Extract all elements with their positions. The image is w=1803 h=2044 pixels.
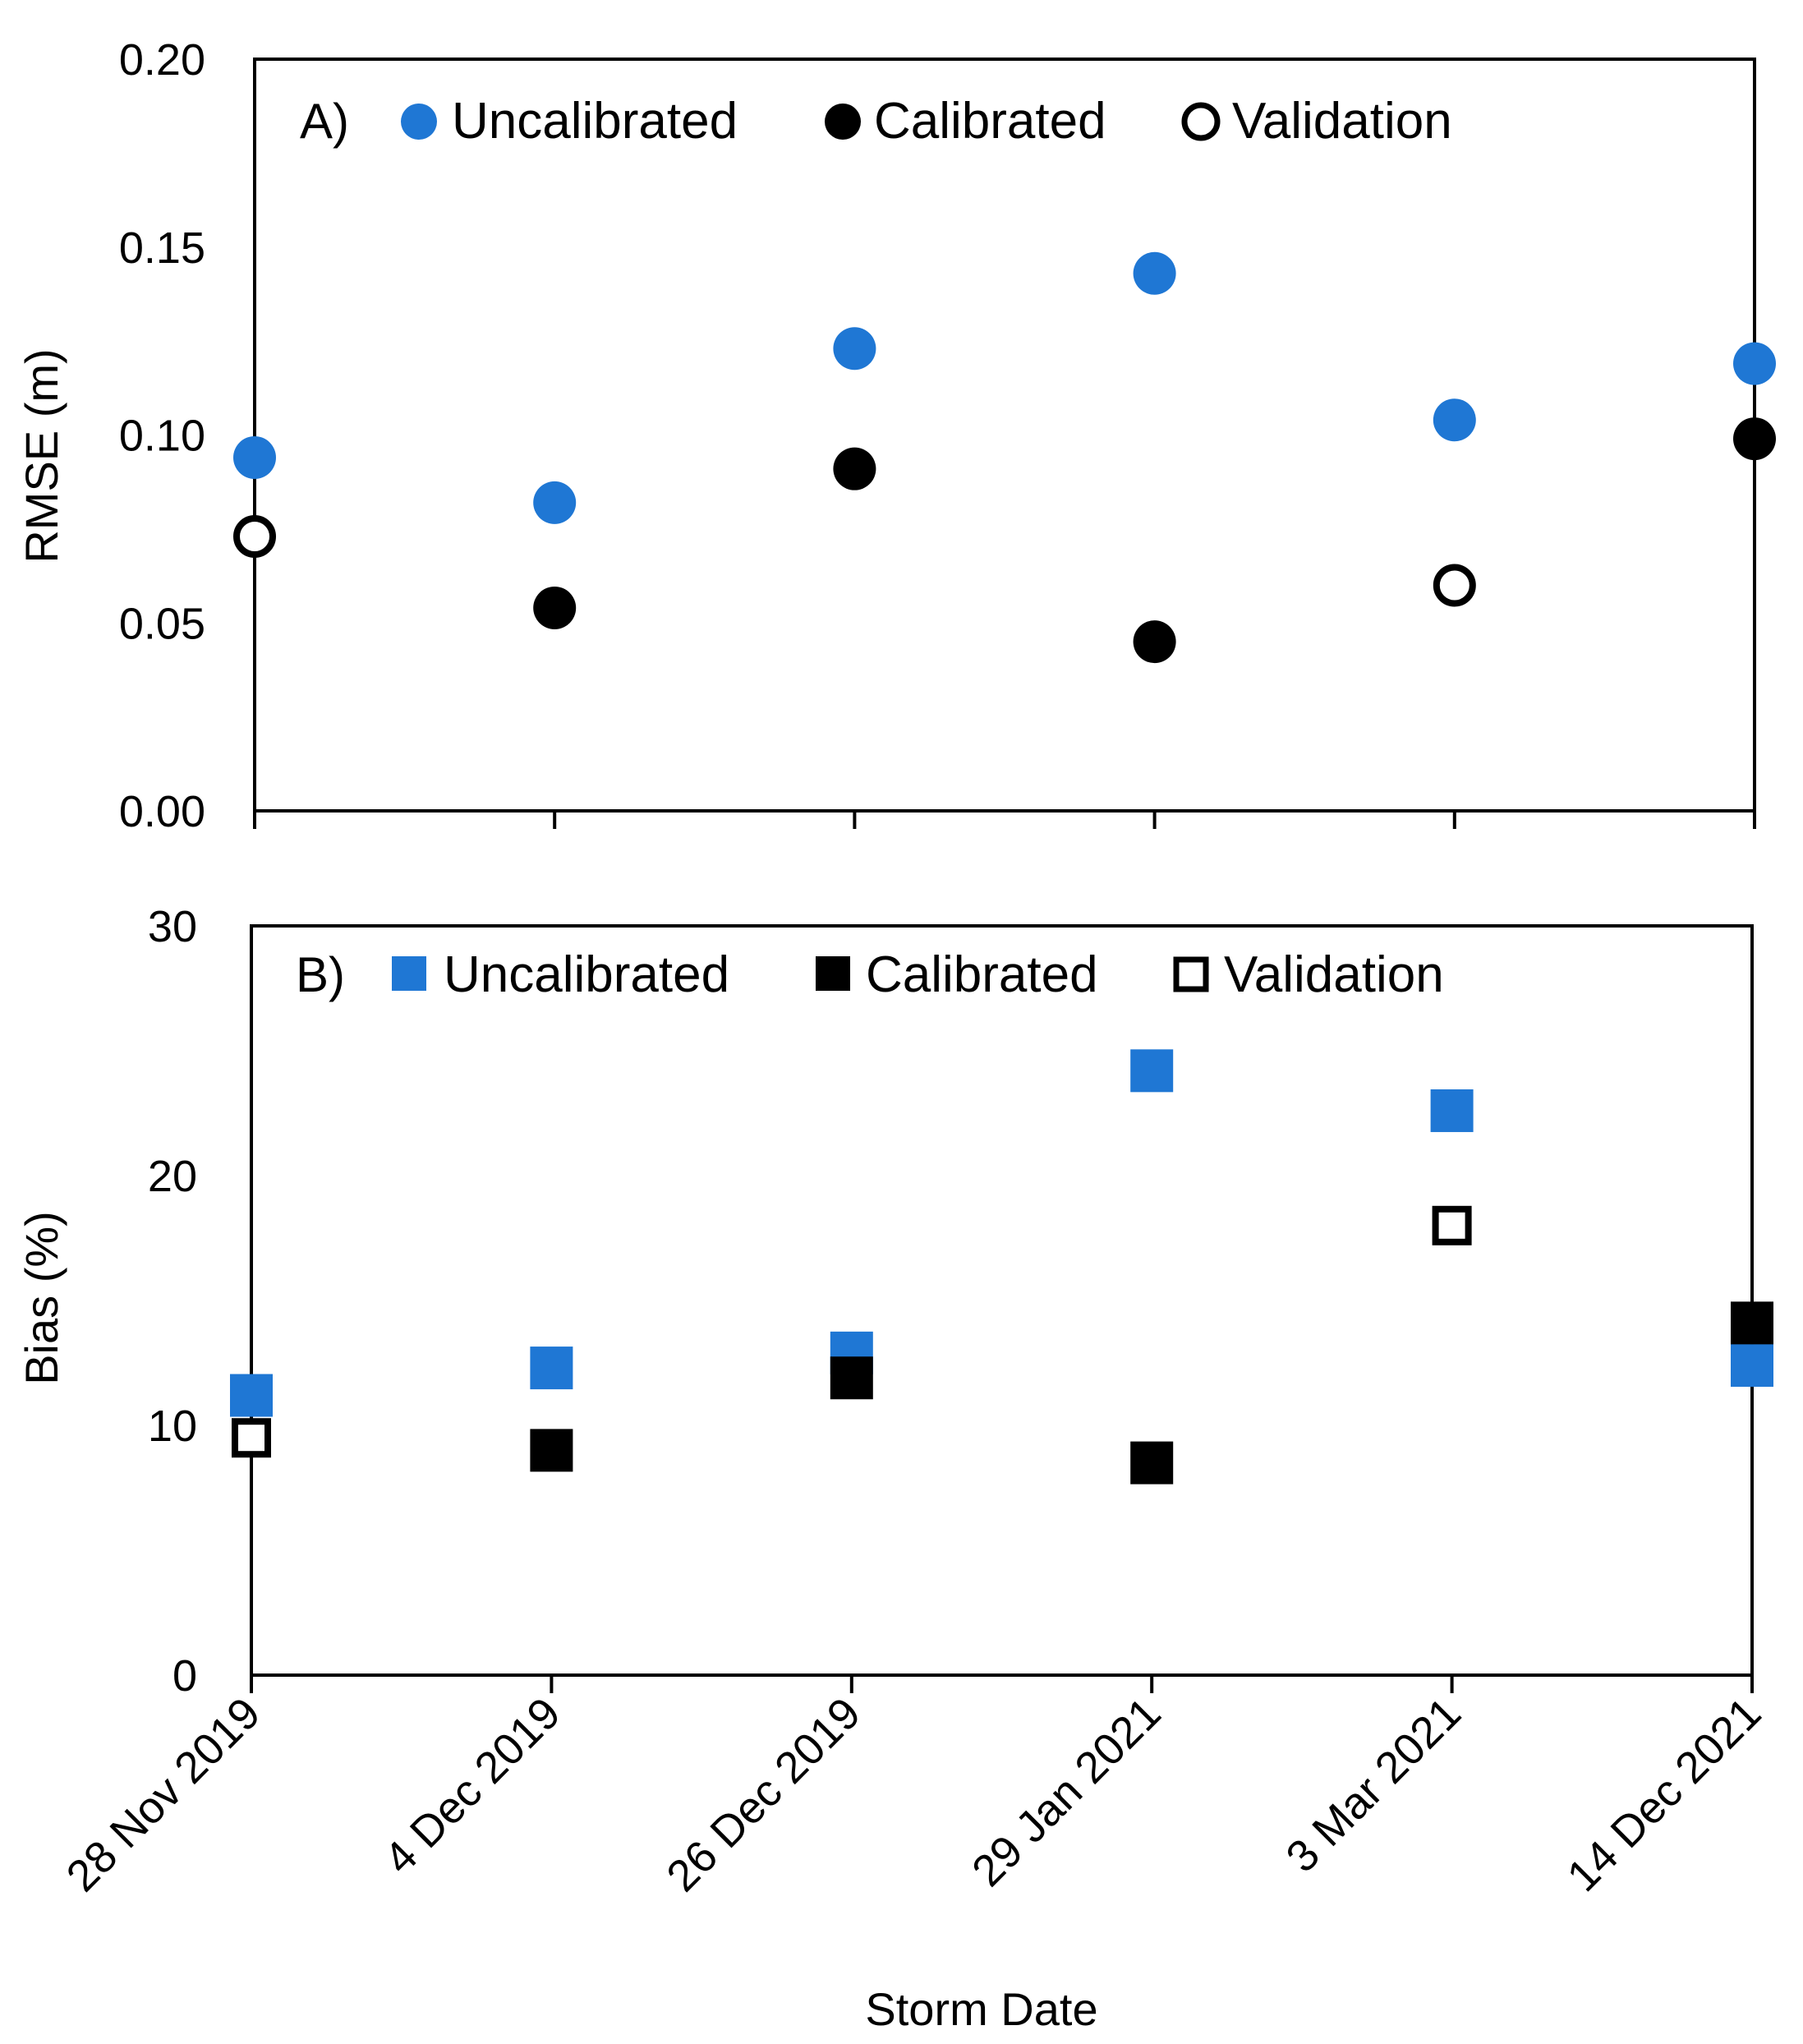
panel-a-y-axis-title: RMSE (m) [16,348,67,563]
panel-a-point-calibrated [1733,417,1776,461]
panel-b-y-tick-label: 10 [148,1402,197,1451]
panel-b-y-tick-label: 20 [148,1152,197,1201]
panel-b-point-validation [1432,1205,1472,1245]
panel-b-point-validation [232,1418,271,1458]
panel-b-x-ticks [250,1675,1754,1693]
panel-a-label: A) [300,94,349,149]
panel-a-point-uncalibrated [1733,342,1776,385]
panel-b-point-uncalibrated [1130,1049,1174,1093]
panel-b-point-uncalibrated [1430,1089,1474,1132]
panel-b-legend: Uncalibrated Calibrated Validation [392,946,1444,1003]
legend-b-calibrated-label: Calibrated [866,946,1098,1003]
panel-a-rmse: 0.00 0.05 0.10 0.15 0.20 RMSE (m) A) Uncalib… [16,35,1776,836]
panel-a-y-tick-label: 0.00 [119,787,205,836]
panel-b-y-tick-label: 30 [148,902,197,951]
legend-a-calibrated-label: Calibrated [874,93,1106,150]
legend-b-uncalibrated-marker [392,956,426,991]
panel-b-y-axis-title: Bias (%) [16,1211,67,1385]
panel-b-point-calibrated [830,1356,873,1400]
x-axis-title: Storm Date [865,1983,1097,2035]
panel-a-x-ticks [253,811,1756,829]
panel-b-point-uncalibrated [530,1347,573,1390]
panel-a-point-uncalibrated [1433,398,1476,442]
panel-a-legend: Uncalibrated Calibrated Validation [401,93,1452,150]
panel-b-y-tick-label: 0 [172,1651,197,1701]
panel-b-plot-frame [250,924,1754,1677]
panel-a-y-tick-label: 0.15 [119,223,205,273]
panel-a-point-calibrated [833,447,876,490]
legend-b-calibrated-marker [816,956,850,991]
legend-a-validation-label: Validation [1232,93,1452,150]
panel-b-label: B) [296,947,345,1002]
panel-b-y-tick-labels: 0 10 20 30 [148,902,197,1701]
panel-b-point-uncalibrated [230,1374,273,1417]
panel-a-point-validation [1433,564,1476,607]
panel-a-point-calibrated [1133,620,1176,664]
panel-a-point-calibrated [533,586,577,629]
panel-a-point-uncalibrated [833,327,876,371]
panel-b-point-calibrated [1731,1301,1773,1345]
panel-a-point-uncalibrated [533,481,577,524]
legend-a-uncalibrated-marker [401,104,437,140]
panel-b-data-points [230,1049,1773,1485]
legend-b-uncalibrated-label: Uncalibrated [444,946,729,1003]
legend-a-uncalibrated-label: Uncalibrated [452,93,738,150]
panel-b-point-uncalibrated [1731,1344,1773,1388]
panel-a-point-uncalibrated [1133,251,1176,295]
panel-a-data-points [233,251,1776,664]
panel-a-y-tick-label: 0.05 [119,599,205,648]
legend-b-validation-label: Validation [1224,946,1444,1003]
panel-a-y-tick-label: 0.20 [119,35,205,85]
legend-a-validation-marker [1181,102,1221,141]
panel-a-point-validation [233,515,276,559]
legend-b-validation-marker [1173,956,1209,992]
panel-a-y-tick-label: 0.10 [119,412,205,461]
panel-a-y-tick-labels: 0.00 0.05 0.10 0.15 0.20 [119,35,205,836]
panel-b-point-calibrated [530,1429,573,1472]
panel-b-point-calibrated [1130,1441,1174,1485]
legend-a-calibrated-marker [825,104,861,140]
panel-a-point-uncalibrated [233,435,276,479]
